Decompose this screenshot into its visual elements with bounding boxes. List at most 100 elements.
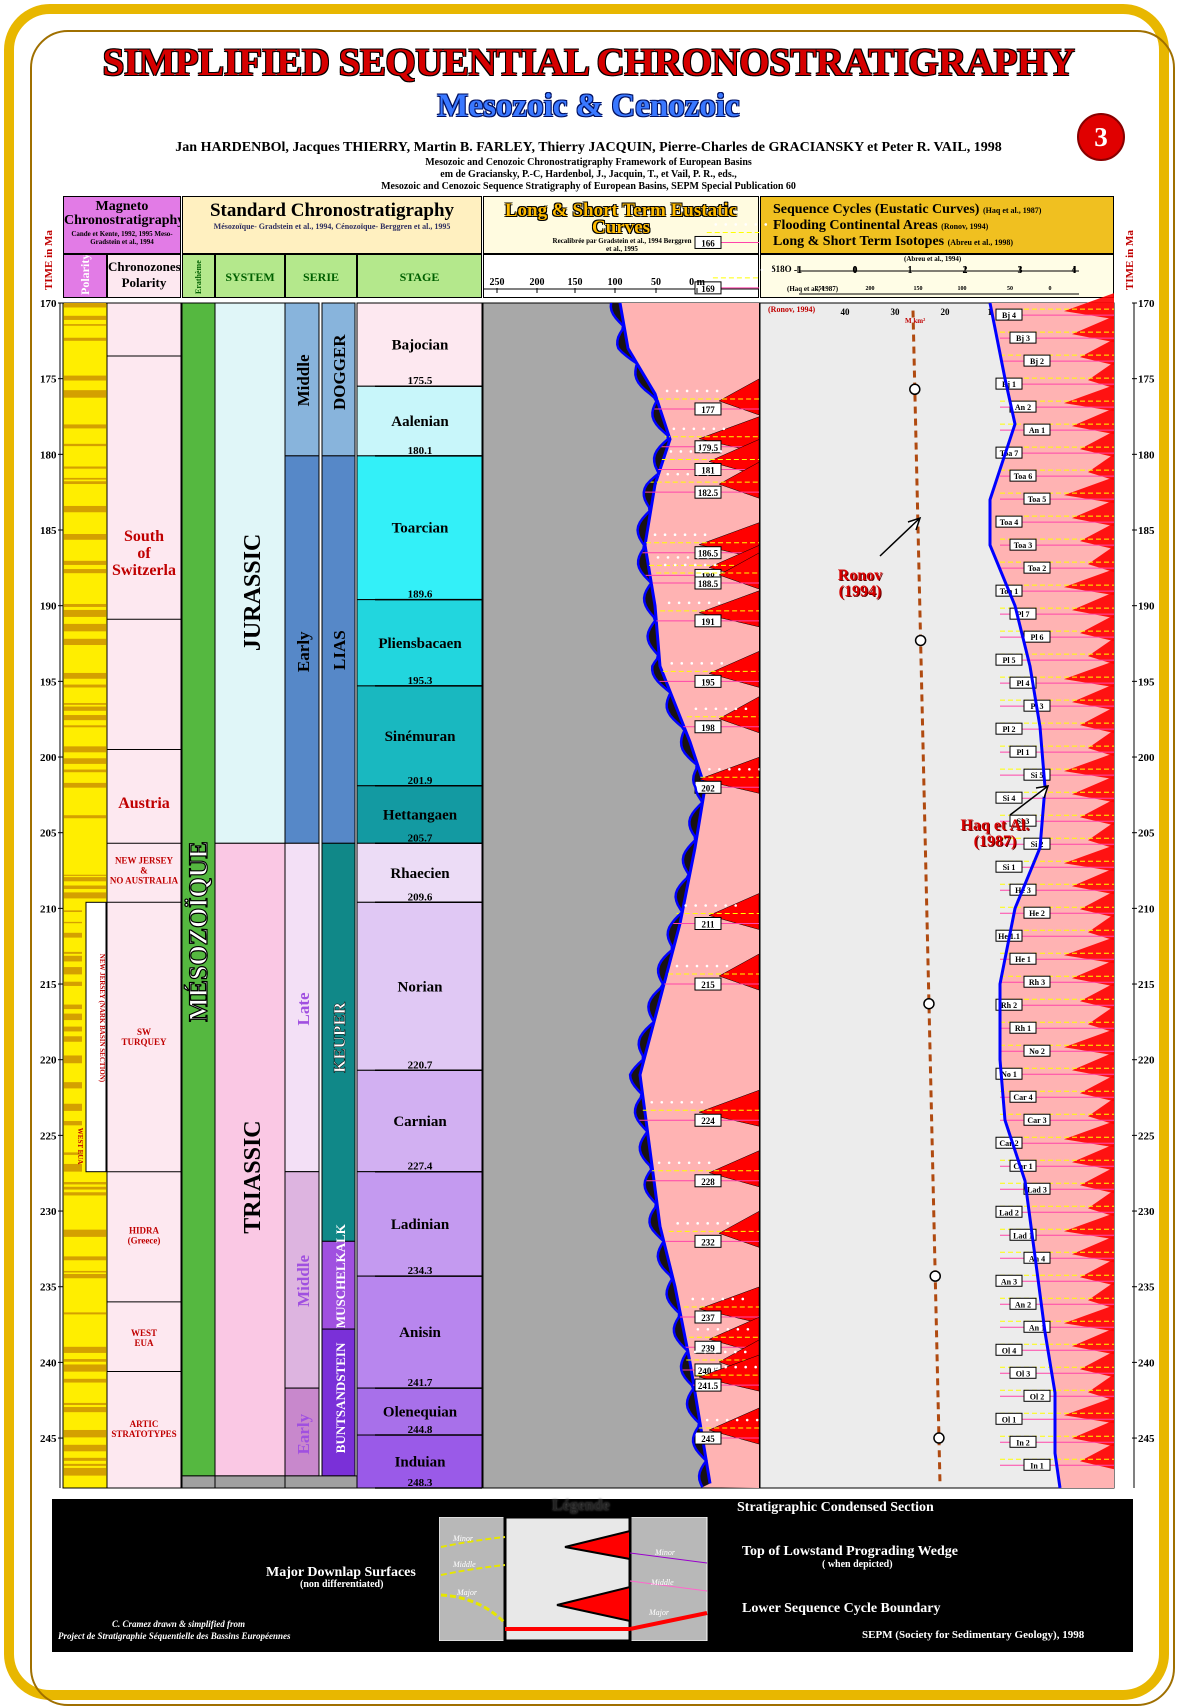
polarity-band — [64, 560, 106, 565]
polarity-band — [64, 1346, 106, 1353]
haq-wedge — [1080, 1075, 1114, 1102]
condensed-dot — [704, 1365, 707, 1369]
ronov-curve — [911, 310, 942, 1484]
haq-cycle-label: No 1 — [1001, 1070, 1017, 1079]
condensed-dot — [710, 662, 714, 665]
condensed-dot — [693, 533, 697, 537]
condensed-dot — [717, 601, 721, 605]
polarity-band — [64, 1036, 82, 1042]
eustatic-wedge — [708, 1316, 760, 1354]
svg-text:Middle: Middle — [650, 1578, 674, 1587]
haq-wedge — [1088, 1282, 1114, 1309]
eustatic-wedge — [718, 696, 760, 734]
haq-wedge — [1072, 1236, 1114, 1263]
polarity-band — [64, 1402, 106, 1405]
subserie-label: DOGGER — [330, 334, 349, 410]
condensed-dot — [714, 904, 717, 907]
condensed-dot — [714, 1365, 717, 1369]
polarity-band — [64, 1463, 106, 1466]
haq-wedge — [1080, 1443, 1114, 1470]
condensed-dot — [697, 601, 701, 605]
polarity-inset-label-2: WEST EUA — [76, 1128, 84, 1165]
polarity-band — [64, 706, 106, 711]
haq-cycle-box — [995, 1412, 1023, 1425]
sequence-age: 177 — [701, 405, 715, 415]
polarity-band — [64, 672, 106, 679]
haq-arrow — [1009, 785, 1050, 816]
serie-header: SERIE — [285, 254, 357, 298]
condensed-dot — [726, 1222, 729, 1225]
polarity-band — [64, 1364, 106, 1372]
haq-cycle-box — [1023, 1044, 1051, 1057]
condensed-dot — [715, 389, 719, 393]
sequence-age-box — [694, 674, 722, 688]
condensed-dot — [694, 707, 698, 711]
haq-cycle-label: Pl 1 — [1016, 748, 1029, 757]
legend-diagram: Minor Middle Major Minor Middle Major — [439, 1517, 708, 1641]
haq-cycle-label: Toa 6 — [1014, 472, 1033, 481]
haq-cycle-label: Pl 6 — [1030, 633, 1043, 642]
condensed-dot — [691, 1297, 695, 1301]
haq-wedge — [1088, 546, 1114, 573]
condensed-dot — [704, 707, 708, 711]
condensed-dot — [677, 601, 681, 605]
haq-cycle-box — [1009, 1297, 1037, 1310]
condensed-dot — [686, 556, 690, 559]
polarity-band — [64, 1013, 82, 1021]
serie-label: Early — [294, 631, 313, 672]
condensed-dot — [707, 601, 711, 605]
polarity-band — [64, 603, 106, 607]
eustatic-title: Long & Short Term Eustatic Curves — [504, 200, 738, 238]
stage-boundary-age: 180.1 — [408, 445, 433, 457]
time-tick-left: 180 — [40, 449, 57, 461]
condensed-dot — [724, 1365, 727, 1369]
stage-name: Anisin — [399, 1325, 441, 1341]
haq-cycle-label: Si 4 — [1003, 794, 1016, 803]
haq-cycle-label: In 2 — [1016, 1438, 1030, 1447]
condensed-dot — [697, 1161, 701, 1165]
polarity-band — [64, 1378, 106, 1383]
haq-cycle-box — [995, 308, 1023, 321]
ronov-tick-label: 20 — [941, 307, 951, 317]
sequence-age: 181 — [701, 465, 715, 475]
condensed-dot — [725, 1418, 729, 1422]
sequence-age-box — [694, 1113, 722, 1127]
subserie-label: MUSCHELKALK — [333, 1223, 348, 1328]
haq-wedge — [1072, 684, 1114, 711]
ronov-annotation: Ronov (1994) — [837, 567, 883, 600]
haq-tick-label: 250 — [816, 286, 825, 292]
polarity-band — [64, 1192, 106, 1196]
legend-credit-1: C. Cramez drawn & simplified from — [112, 1619, 246, 1629]
haq-cycle-box — [1023, 975, 1051, 988]
condensed-dot — [696, 1222, 699, 1225]
serie-label: Early — [294, 1413, 313, 1454]
polarity-band — [64, 715, 106, 721]
condensed-dot — [695, 964, 699, 968]
stage-cell — [356, 685, 483, 787]
haq-cycle-box — [1009, 469, 1037, 482]
condensed-dot — [699, 450, 703, 453]
chronozone-label: (Greece) — [128, 1235, 161, 1245]
condensed-dot — [677, 1161, 681, 1165]
condensed-dot — [748, 767, 751, 771]
magneto-title: Magneto Chronostratigraphy — [64, 199, 181, 228]
haq-cycle-label: Toa 7 — [1000, 449, 1019, 458]
condensed-dot — [687, 1161, 691, 1165]
condensed-dot — [724, 223, 728, 226]
polarity-band — [64, 424, 106, 429]
polarity-band — [64, 1359, 106, 1362]
polarity-band — [64, 1407, 106, 1413]
haq-cycle-box — [1009, 331, 1037, 344]
sequence-age-box — [694, 1431, 722, 1445]
sequence-age: 215 — [701, 980, 715, 990]
haq-cycle-label: Pl 4 — [1016, 679, 1029, 688]
haq-wedge — [1088, 1190, 1114, 1217]
stage-name: Toarcian — [392, 521, 449, 537]
condensed-dot — [703, 1350, 707, 1354]
haq-cycle-label: An 2 — [1015, 403, 1031, 412]
polarity-band — [64, 623, 106, 632]
chronozone-label: HIDRA — [129, 1225, 160, 1235]
iso-label: δ18O — [771, 264, 792, 274]
eustatic-wedge — [698, 1286, 760, 1324]
condensed-dot — [706, 472, 710, 476]
